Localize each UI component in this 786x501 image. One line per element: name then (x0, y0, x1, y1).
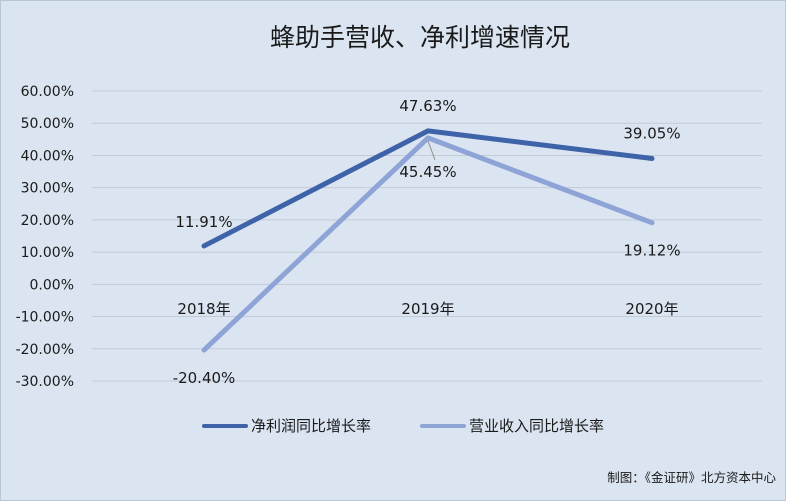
y-tick-label: 50.00% (21, 116, 74, 132)
y-tick-label: -30.00% (16, 374, 74, 390)
data-label-revenue: -20.40% (173, 369, 236, 387)
x-category-label: 2020年 (625, 300, 678, 318)
data-label-net-profit: 47.63% (399, 97, 456, 115)
legend-label-net-profit: 净利润同比增长率 (251, 417, 371, 435)
data-label-revenue: 19.12% (623, 242, 680, 260)
y-tick-label: 60.00% (21, 84, 74, 100)
y-tick-label: 40.00% (21, 148, 74, 164)
data-labels: 11.91% 47.63% 39.05% -20.40% 45.45% 19.12% (173, 97, 681, 387)
y-axis-ticks: 60.00% 50.00% 40.00% 30.00% 20.00% 10.00% 0.00… (16, 84, 74, 390)
y-tick-label: -10.00% (16, 310, 74, 326)
legend: 净利润同比增长率 营业收入同比增长率 (202, 417, 604, 435)
y-tick-label: 10.00% (21, 245, 74, 261)
data-label-revenue: 45.45% (399, 163, 456, 181)
y-tick-label: 0.00% (30, 277, 74, 293)
series-line-revenue (201, 135, 655, 353)
y-tick-label: -20.00% (16, 342, 74, 358)
chart-title: 蜂助手营收、净利增速情况 (270, 23, 570, 52)
x-category-label: 2019年 (401, 300, 454, 318)
series-lines (201, 128, 655, 353)
series-line-net-profit (201, 128, 655, 249)
y-tick-label: 30.00% (21, 181, 74, 197)
y-tick-label: 20.00% (21, 213, 74, 229)
data-label-net-profit: 11.91% (175, 213, 232, 231)
legend-label-revenue: 营业收入同比增长率 (469, 417, 604, 435)
source-credit: 制图：《金证研》北方资本中心 (607, 470, 776, 485)
data-label-leader-line (427, 140, 436, 161)
x-axis-categories: 2018年 2019年 2020年 (177, 300, 678, 318)
data-label-net-profit: 39.05% (623, 125, 680, 143)
x-category-label: 2018年 (177, 300, 230, 318)
